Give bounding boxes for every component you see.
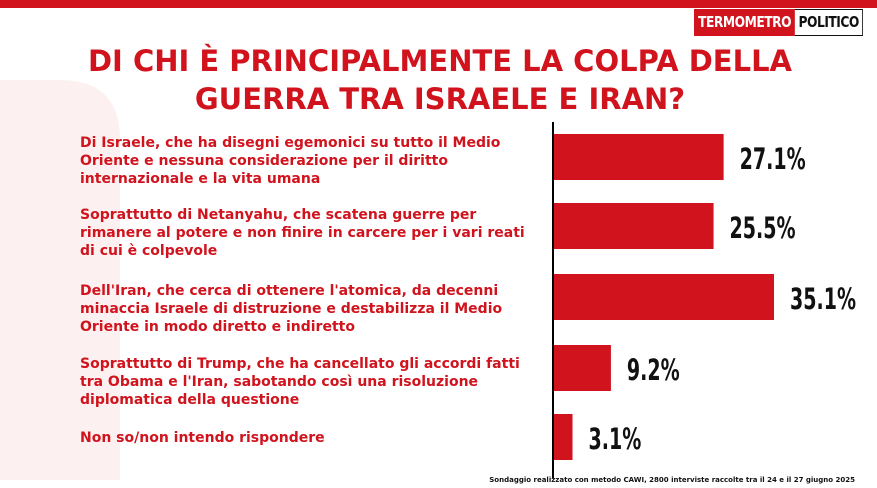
bar-value-label-1: 27.1%	[740, 142, 806, 176]
bar-3	[553, 274, 774, 320]
bar-value-label-4: 9.2%	[627, 353, 680, 387]
bar-2	[553, 203, 714, 249]
category-label-2: Soprattutto di Netanyahu, che scatena gu…	[80, 207, 525, 259]
termometro-politico-logo: TERMOMETRO POLITICO	[694, 9, 863, 36]
chart-title-line-2: GUERRA TRA ISRAELE E IRAN?	[194, 82, 686, 116]
survey-footnote: Sondaggio realizzato con metodo CAWI, 28…	[489, 476, 855, 484]
category-label-1: Di Israele, che ha disegni egemonici su …	[80, 135, 501, 187]
chart-title: DI CHI È PRINCIPALMENTE LA COLPA DELLA G…	[40, 42, 840, 118]
logo-part-2: POLITICO	[795, 9, 863, 36]
bar-1	[553, 134, 724, 180]
logo-part-1: TERMOMETRO	[694, 9, 796, 36]
bar-value-label-2: 25.5%	[730, 211, 796, 245]
category-label-3: Dell'Iran, che cerca di ottenere l'atomi…	[80, 283, 503, 335]
bar-value-label-5: 3.1%	[589, 422, 642, 456]
bar-4	[553, 345, 611, 391]
chart-title-line-1: DI CHI È PRINCIPALMENTE LA COLPA DELLA	[87, 44, 792, 78]
chart-axis-line	[552, 122, 554, 478]
top-accent-bar	[0, 0, 877, 8]
bar-value-label-3: 35.1%	[790, 282, 856, 316]
bar-5	[553, 414, 573, 460]
category-label-5: Non so/non intendo rispondere	[80, 430, 325, 446]
category-label-4: Soprattutto di Trump, che ha cancellato …	[80, 356, 520, 408]
